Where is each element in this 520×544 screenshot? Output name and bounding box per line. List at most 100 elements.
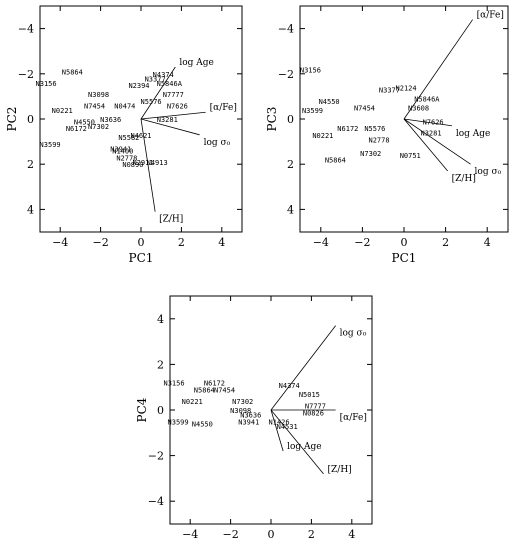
vector-label: [Z/H] [159,215,183,225]
loading-vector [140,66,176,120]
x-tick-label: 2 [442,236,449,249]
y-tick-label: 4 [287,203,294,216]
y-tick-label: 0 [27,113,34,126]
vector-label: log σ₀ [475,167,502,177]
vector-label: log Age [287,442,322,452]
vector-label: log σ₀ [204,138,231,148]
loading-vector [140,118,200,136]
galaxy-label: N6172 [204,380,225,388]
vector-label: [α/Fe] [340,413,367,423]
loading-vector [270,409,284,452]
galaxy-label: N1400 [112,148,133,156]
galaxy-label: N5576 [364,125,385,133]
galaxy-label: N6172 [337,125,358,133]
vector-label: [Z/H] [452,174,476,184]
vector-label: [α/Fe] [210,103,237,113]
y-tick-label: 2 [27,158,34,171]
panel-2: −4 −2 0 2 4 −4 −2 0 2 4 PC1 PC3 [α/Fe] log Age log σ₀[… [265,5,509,265]
loading-vector [140,111,206,120]
galaxy-label: N2778 [369,136,390,144]
x-tick-label: 0 [401,236,408,249]
x-axis-label: PC1 [129,251,154,265]
galaxy-label: N6172 [66,125,87,133]
vector-label: log Age [456,129,491,139]
y-tick-label: 4 [157,313,164,326]
x-tick-label: −4 [182,528,198,541]
galaxy-label: N3377 [379,87,400,95]
galaxy-label: N3636 [240,412,261,420]
galaxy-label: N4621 [130,132,151,140]
galaxy-label: N1426 [269,418,290,426]
x-tick-label: −2 [222,528,238,541]
x-tick-label: 4 [484,236,491,249]
x-tick-label: 0 [138,236,145,249]
galaxy-label: N2911 [132,159,153,167]
galaxy-label: N4374 [153,71,174,79]
galaxy-label: N7777 [163,91,184,99]
y-tick-label: −4 [278,23,294,36]
galaxy-label: N3098 [230,407,251,415]
loading-vector [403,19,473,120]
galaxy-label: N4374 [279,382,300,390]
galaxy-label: N0221 [182,398,203,406]
galaxy-label: N0826 [303,409,324,417]
y-axis-label: PC2 [5,107,19,132]
galaxy-label: N2394 [128,82,149,90]
galaxy-label: N3941 [238,418,259,426]
galaxy-label: N7302 [232,398,253,406]
x-tick-label: 0 [268,528,275,541]
galaxy-label: N7777 [305,402,326,410]
vector-label: log Age [179,58,214,68]
galaxy-label: N3156 [300,66,321,74]
vector-label: log σ₀ [340,329,367,339]
galaxy-label: N0890 [122,161,143,169]
galaxy-label: N7302 [360,150,381,158]
galaxy-label: N3156 [36,80,57,88]
loading-vector [140,118,156,212]
galaxy-label: N3599 [168,418,189,426]
y-tick-label: 2 [157,358,164,371]
x-tick-label: −2 [354,236,370,249]
y-axis-label: PC4 [135,397,149,422]
x-tick-label: −2 [92,236,108,249]
x-axis-label: PC1 [392,251,417,265]
x-tick-label: 4 [218,236,225,249]
galaxy-label: N3636 [100,116,121,124]
galaxy-label: N7302 [88,123,109,131]
galaxy-label: N4550 [319,98,340,106]
galaxy-label: N0221 [52,107,73,115]
galaxy-label: N5846A [414,96,440,104]
y-tick-label: −4 [18,23,34,36]
galaxy-label: N5864 [325,157,346,165]
x-tick-label: −4 [52,236,68,249]
vector-label: [α/Fe] [477,11,504,21]
galaxy-label: N7626 [423,118,444,126]
galaxy-label: N0474 [114,102,135,110]
panel-1: −4 −2 0 2 4 −4 −2 0 2 4 PC1 PC2 log Age [α/Fe] log σ₀ [… [5,5,243,265]
galaxy-label: N3098 [88,91,109,99]
galaxy-label: N3281 [421,130,442,138]
galaxy-label: N2778 [116,154,137,162]
galaxy-label: N4531 [277,423,298,431]
loading-vector [403,118,452,127]
galaxy-label: N5582 [118,134,139,142]
loading-vector [403,118,471,165]
galaxy-label: N5015 [299,391,320,399]
y-axis-label: PC3 [265,107,279,132]
galaxy-label: N3599 [302,107,323,115]
galaxy-label: N3608 [408,105,429,113]
galaxy-label: N0221 [312,132,333,140]
galaxy-label: N4913 [147,159,168,167]
galaxy-label: N3599 [40,141,61,149]
x-tick-label: 2 [178,236,185,249]
loading-vector [270,409,324,475]
galaxy-label: N3377 [145,75,166,83]
galaxy-label: N5576 [141,98,162,106]
y-tick-label: −2 [148,450,164,463]
y-tick-label: −4 [148,495,164,508]
galaxy-label: N5864 [62,69,83,77]
y-tick-label: 2 [287,158,294,171]
galaxy-label: N3281 [157,116,178,124]
